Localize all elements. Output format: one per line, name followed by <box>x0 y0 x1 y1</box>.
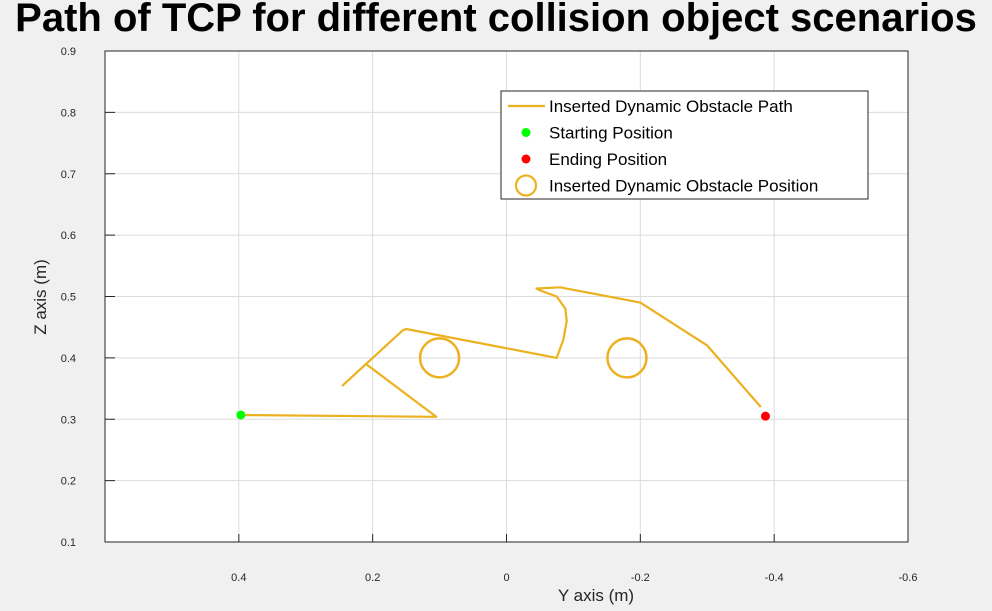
obstacle-circle-marker <box>418 337 461 379</box>
y-axis-label: Z axis (m) <box>31 259 50 335</box>
legend-marker-swatch <box>521 154 531 164</box>
x-tick-label: 0.2 <box>365 572 380 584</box>
legend-box <box>500 90 869 200</box>
legend-entries: Inserted Dynamic Obstacle Path Starting P… <box>508 97 818 197</box>
end-point-marker <box>760 411 770 421</box>
legend: Inserted Dynamic Obstacle Path Starting P… <box>500 90 869 200</box>
obstacle-circle-marker <box>606 337 648 379</box>
y-tick-label: 0.9 <box>61 46 76 58</box>
y-tick-label: 0.8 <box>61 107 76 119</box>
x-tick-label: -0.2 <box>631 572 650 584</box>
legend-label: Inserted Dynamic Obstacle Position <box>549 177 818 196</box>
y-tick-label: 0.6 <box>61 230 76 242</box>
legend-label: Ending Position <box>549 150 667 169</box>
legend-marker-swatch <box>521 128 531 137</box>
legend-label: Starting Position <box>549 124 673 143</box>
y-tick-label: 0.2 <box>61 476 76 488</box>
series-layer <box>236 286 770 421</box>
legend-circle-swatch <box>514 174 538 197</box>
obstacle-path-line <box>240 286 762 418</box>
legend-label: Inserted Dynamic Obstacle Path <box>549 97 793 116</box>
y-tick-label: 0.5 <box>61 292 76 304</box>
ticks: 0.4 0.2 0 -0.2 -0.4 -0.6 0.1 0.2 0.3 0.4 0.5 0.6 0.7… <box>61 46 918 584</box>
x-axis-label: Y axis (m) <box>558 586 634 605</box>
y-tick-label: 0.7 <box>61 169 76 181</box>
y-tick-label: 0.1 <box>61 537 76 549</box>
x-tick-label: 0.4 <box>231 572 246 584</box>
x-tick-label: -0.6 <box>899 572 918 584</box>
x-tick-label: -0.4 <box>765 572 784 584</box>
y-tick-label: 0.4 <box>61 353 76 365</box>
x-tick-label: 0 <box>503 572 509 584</box>
start-point-marker <box>236 410 246 420</box>
chart-title: Path of TCP for different collision obje… <box>15 0 977 40</box>
y-tick-label: 0.3 <box>61 414 76 426</box>
